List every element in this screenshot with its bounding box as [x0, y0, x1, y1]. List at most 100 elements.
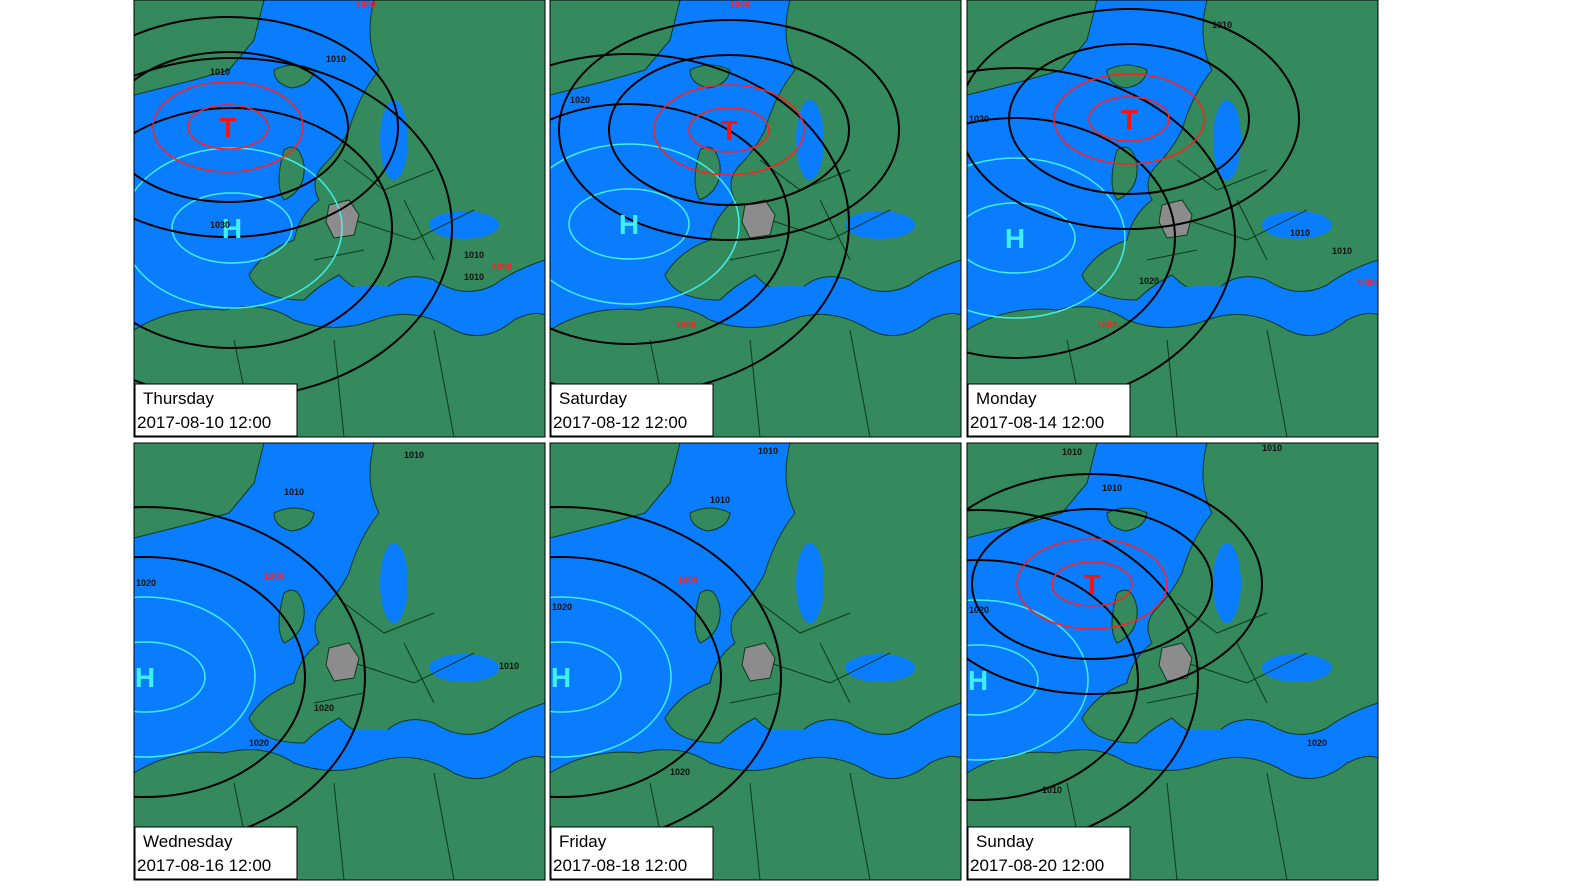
- isobar: [967, 599, 1089, 761]
- isobar-label: 1010: [1290, 228, 1310, 238]
- isobar-label: 1000: [730, 0, 750, 10]
- isobar-label: 1020: [552, 602, 572, 612]
- isobar: [550, 103, 790, 345]
- day-label: Wednesday: [143, 832, 233, 851]
- panel-border: [966, 442, 1379, 881]
- isobar: [568, 188, 690, 260]
- isobar: [1088, 96, 1170, 142]
- pressure-center: T: [1083, 569, 1100, 600]
- isobar: [187, 104, 269, 150]
- isobar-label: 1000: [356, 0, 376, 10]
- isobar-label: 1010: [1332, 246, 1352, 256]
- map-panel: H T 1010 1010 1020 1020 1010 1010 Sunday 2017-08-…: [966, 442, 1379, 881]
- pressure-center: H: [619, 209, 639, 240]
- isobar-label: 1020: [1139, 276, 1159, 286]
- isobar-label: 1010: [404, 450, 424, 460]
- isobar-label: 1020: [969, 605, 989, 615]
- isobar-label: 1010: [1042, 785, 1062, 795]
- pressure-center: T: [720, 115, 737, 146]
- isobar: [550, 143, 740, 305]
- isobar: [1008, 43, 1250, 195]
- isobar: [608, 54, 850, 206]
- isobar-label: 1010: [284, 487, 304, 497]
- map-panel: H T 1030 1010 1010 1000 1010 1010 1000 Thursday 20…: [133, 0, 546, 438]
- label-box: [550, 383, 714, 437]
- map-body: H T 1030 1010 1010 1000 1010 1010 1000: [134, 0, 545, 437]
- isobar: [967, 8, 1300, 230]
- date-label: 2017-08-12 12:00: [553, 413, 687, 432]
- isobar: [971, 508, 1213, 660]
- map-body: H 1010 1020 1000 1020 1010: [550, 443, 961, 880]
- isobar-label: 1010: [326, 54, 346, 64]
- day-label: Sunday: [976, 832, 1034, 851]
- isobar: [558, 19, 900, 241]
- isobar-label: 1030: [210, 220, 230, 230]
- isobar-label: 1010: [464, 272, 484, 282]
- label-box: [967, 826, 1131, 880]
- isobar: [134, 51, 349, 203]
- day-label: Saturday: [559, 389, 628, 408]
- isobar: [134, 16, 399, 238]
- isobar-label: 1010: [1102, 483, 1122, 493]
- map-body: H T 1010 1010 1020 1020 1010 1010: [967, 443, 1378, 880]
- isobar: [134, 641, 206, 713]
- panel-border: [966, 0, 1379, 438]
- isobar: [550, 596, 672, 758]
- pressure-center: H: [1005, 223, 1025, 254]
- label-box: [134, 826, 298, 880]
- panel-border: [549, 0, 962, 438]
- isobar-label: 1020: [1307, 738, 1327, 748]
- isobar: [134, 147, 343, 309]
- date-label: 2017-08-20 12:00: [970, 856, 1104, 875]
- isobar: [967, 473, 1263, 695]
- isobar: [134, 556, 306, 798]
- isobar-label: 1000: [678, 575, 698, 585]
- date-label: 2017-08-18 12:00: [553, 856, 687, 875]
- isobar-label: 1010: [758, 446, 778, 456]
- panel-border: [133, 442, 546, 881]
- isobar: [550, 556, 722, 798]
- isobar: [550, 641, 622, 713]
- map-panel: H T 1020 1010 1010 1020 1000 1010 1000 Monday 2017…: [966, 0, 1379, 438]
- map-panel: H T 1000 1020 1000 Saturday 2017-08-12 12:00: [549, 0, 962, 438]
- isobar-label: 1010: [464, 250, 484, 260]
- isobar-label: 1020: [136, 578, 156, 588]
- isobar: [967, 157, 1126, 319]
- isobar: [967, 644, 1039, 716]
- isobar: [967, 202, 1076, 274]
- pressure-center: H: [968, 665, 988, 696]
- label-box: [550, 826, 714, 880]
- map-body: H T 1020 1010 1010 1020 1000 1010 1000: [967, 0, 1378, 437]
- pressure-center: H: [135, 662, 155, 693]
- day-label: Thursday: [143, 389, 214, 408]
- isobar: [152, 81, 304, 173]
- date-label: 2017-08-16 12:00: [137, 856, 271, 875]
- date-label: 2017-08-14 12:00: [970, 413, 1104, 432]
- panel-border: [549, 442, 962, 881]
- pressure-center: H: [551, 662, 571, 693]
- isobar-label: 1010: [1062, 447, 1082, 457]
- isobar-label: 1020: [249, 738, 269, 748]
- isobar-label: 1000: [264, 571, 284, 581]
- isobar: [1051, 561, 1133, 607]
- day-label: Friday: [559, 832, 607, 851]
- pressure-center: T: [219, 112, 236, 143]
- pressure-center: T: [1120, 104, 1137, 135]
- isobar-label: 1010: [499, 661, 519, 671]
- map-panel: H 1010 1020 1000 1010 1020 1020 1010 Wednesday 20…: [133, 442, 546, 881]
- isobar-label: 1000: [676, 320, 696, 330]
- isobar-label: 1000: [1097, 320, 1117, 330]
- map-panel: H 1010 1020 1000 1020 1010 Friday 2017-08-18 12…: [549, 442, 962, 881]
- isobar-label: 1020: [670, 767, 690, 777]
- map-body: H 1010 1020 1000 1010 1020 1020 1010: [134, 443, 545, 880]
- isobar-label: 1000: [1357, 278, 1377, 288]
- panel-border: [133, 0, 546, 438]
- date-label: 2017-08-10 12:00: [137, 413, 271, 432]
- isobar-label: 1020: [314, 703, 334, 713]
- isobar-label: 1000: [492, 262, 512, 272]
- isobar-label: 1010: [1262, 443, 1282, 453]
- isobar: [967, 117, 1176, 359]
- isobar: [653, 84, 805, 176]
